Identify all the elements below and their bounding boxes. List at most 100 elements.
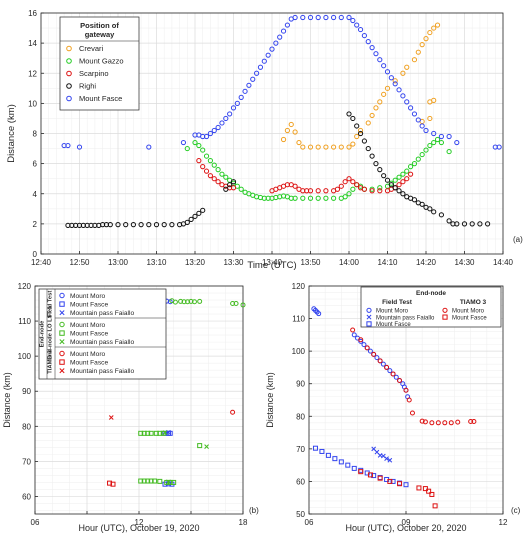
data-point: [254, 70, 260, 76]
data-point: [357, 130, 364, 137]
panel-label: (b): [249, 506, 259, 515]
data-point: [334, 186, 341, 192]
y-tick-label: 70: [296, 445, 305, 454]
data-point: [246, 82, 252, 88]
data-point: [146, 222, 152, 228]
data-point: [354, 123, 360, 129]
legend-box: [360, 286, 502, 328]
data-point: [429, 491, 435, 497]
data-point: [238, 186, 244, 192]
data-point: [200, 164, 206, 170]
y-axis-label: Distance (km): [265, 372, 275, 428]
data-point: [203, 168, 210, 174]
data-point: [240, 302, 246, 308]
data-point: [227, 111, 233, 117]
y-tick-label: 110: [18, 317, 31, 326]
data-point: [288, 121, 294, 128]
data-point: [211, 176, 217, 182]
data-point: [416, 485, 422, 491]
data-point: [387, 457, 393, 463]
data-point: [404, 176, 410, 182]
data-point: [435, 420, 441, 426]
data-point: [346, 111, 352, 117]
data-point: [223, 186, 229, 192]
data-point: [123, 222, 129, 228]
data-point: [373, 51, 379, 57]
x-tick-label: 13:40: [262, 258, 283, 267]
data-point: [350, 17, 356, 24]
data-point: [148, 430, 154, 436]
data-point: [390, 371, 396, 377]
series-crevari: [280, 22, 441, 150]
data-point: [426, 488, 432, 494]
data-point: [184, 145, 190, 152]
data-point: [384, 85, 391, 91]
data-point: [427, 206, 433, 212]
data-point: [454, 221, 460, 227]
data-point: [257, 64, 264, 70]
data-point: [369, 188, 375, 194]
y-tick-label: 16: [28, 9, 37, 18]
data-point: [171, 479, 177, 485]
data-point: [369, 112, 375, 119]
series-scarpino: [196, 158, 414, 194]
data-point: [162, 430, 168, 435]
data-point: [377, 188, 383, 194]
data-point: [438, 133, 444, 140]
data-point: [196, 142, 202, 149]
data-point: [350, 179, 356, 185]
x-tick-label: 13:30: [223, 258, 244, 267]
x-tick-label: 12: [135, 518, 144, 527]
legend-entry-label: Mount Fasce: [70, 360, 108, 367]
data-point: [365, 145, 371, 152]
data-point: [388, 182, 394, 188]
legend-box: [59, 16, 140, 111]
data-point: [230, 301, 236, 307]
data-point: [76, 144, 83, 150]
data-point: [390, 478, 396, 484]
x-tick-label: 13:10: [146, 258, 167, 267]
data-point: [169, 222, 175, 228]
data-point: [215, 179, 221, 185]
data-point: [354, 133, 360, 140]
data-point: [350, 115, 356, 122]
data-point: [203, 153, 210, 159]
data-point: [332, 456, 338, 462]
data-point: [434, 136, 441, 143]
data-point: [107, 222, 113, 228]
data-point: [438, 212, 444, 218]
data-point: [415, 117, 421, 123]
legend-marker: [59, 368, 65, 374]
legend-title: End-node: [416, 290, 446, 297]
data-point: [392, 185, 398, 191]
data-point: [261, 58, 267, 64]
x-tick-label: 14:40: [493, 258, 514, 267]
data-point: [361, 186, 367, 192]
data-point: [403, 387, 409, 393]
data-point: [345, 462, 351, 468]
data-point: [361, 32, 367, 39]
chart-panel-c: 06 09 12 50 60 70 80 90 100 110 120 Hour (UTC), Oct…: [265, 282, 521, 533]
data-point: [200, 207, 206, 213]
data-point: [419, 151, 425, 158]
series-field-test-mountain-pass-faiallo: [371, 446, 393, 463]
data-point: [331, 14, 337, 21]
legend-marker: [366, 314, 372, 320]
data-point: [384, 456, 389, 461]
data-point: [419, 123, 425, 129]
y-tick-label: 6: [33, 160, 38, 169]
data-point: [138, 430, 144, 436]
y-tick-label: 100: [18, 352, 32, 361]
x-tick-label: 18: [239, 518, 248, 527]
x-axis-label: Hour (UTC), October 20, 2020: [345, 523, 466, 533]
y-tick-label: 120: [18, 282, 32, 291]
series-end-node-lo-lst-1-mountain-pass-faiallo: [162, 430, 209, 485]
data-point: [438, 139, 444, 146]
data-point: [392, 78, 398, 84]
data-point: [178, 298, 184, 304]
data-point: [115, 222, 121, 228]
data-point: [367, 472, 373, 478]
data-point: [273, 40, 279, 46]
data-point: [167, 430, 173, 436]
